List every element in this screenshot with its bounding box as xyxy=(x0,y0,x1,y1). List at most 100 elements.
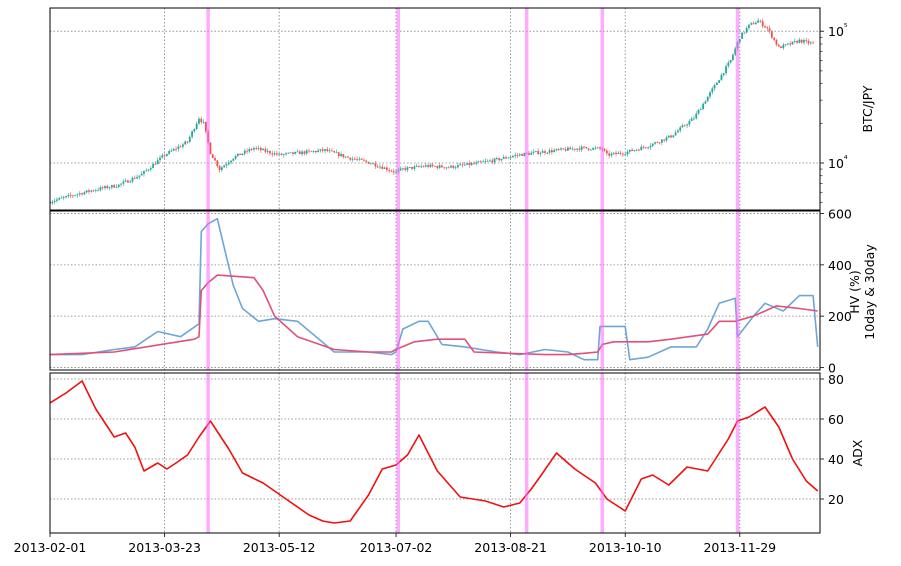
candle-body xyxy=(193,129,196,132)
candle-body xyxy=(734,48,737,55)
candle-body xyxy=(784,44,787,46)
candle-body xyxy=(188,136,191,142)
candle-body xyxy=(667,135,670,138)
candle-body xyxy=(690,118,693,122)
candle-body xyxy=(145,170,148,172)
candle-body xyxy=(477,161,480,163)
candle-body xyxy=(732,54,734,61)
candle-body xyxy=(752,23,755,25)
candle-body xyxy=(803,40,805,43)
adx-frame xyxy=(49,372,821,534)
y-tick-label: 200 xyxy=(828,309,852,324)
candle-body xyxy=(688,121,691,125)
candle-body xyxy=(626,151,629,155)
candle-body xyxy=(791,41,794,45)
candle-body xyxy=(143,171,145,174)
candle-body xyxy=(569,147,572,150)
x-axis: 2013-02-01 2013-03-23 2013-05-12 2013-07-02… xyxy=(14,533,776,555)
candle-body xyxy=(754,22,757,25)
candle-body xyxy=(248,149,251,152)
candle-body xyxy=(546,152,549,154)
candle-body xyxy=(489,160,491,162)
candle-body xyxy=(679,127,682,131)
candle-body xyxy=(438,165,441,168)
candle-body xyxy=(761,21,764,27)
candle-body xyxy=(99,187,102,190)
candle-body xyxy=(140,173,143,176)
candle-body xyxy=(340,154,342,157)
candle-body xyxy=(319,149,322,151)
y-tick-label: 600 xyxy=(828,207,852,222)
candle-body xyxy=(136,176,138,179)
candle-body xyxy=(324,149,326,151)
candle-body xyxy=(275,153,278,155)
candle-body xyxy=(97,189,100,191)
candle-body xyxy=(301,151,303,155)
candle-body xyxy=(60,197,63,199)
candle-body xyxy=(800,39,803,43)
candle-body xyxy=(502,157,505,159)
candle-body xyxy=(223,165,226,168)
candle-body xyxy=(253,148,255,150)
candle-body xyxy=(94,190,97,191)
candle-body xyxy=(51,201,54,204)
candle-body xyxy=(83,192,86,195)
candle-body xyxy=(775,39,778,45)
candle-body xyxy=(468,163,471,166)
candle-body xyxy=(177,146,180,150)
candle-body xyxy=(353,158,356,160)
candle-body xyxy=(161,155,164,158)
candle-body xyxy=(759,20,762,22)
candle-body xyxy=(635,149,638,151)
candle-body xyxy=(571,148,574,150)
candle-body xyxy=(365,160,368,162)
candle-body xyxy=(592,147,595,150)
candle-body xyxy=(789,43,792,45)
candle-body xyxy=(695,113,698,119)
candle-body xyxy=(805,40,808,41)
price-panel: 10⁴ 10⁵ BTC/JPY xyxy=(49,7,875,211)
candle-body xyxy=(553,150,556,153)
candle-body xyxy=(399,168,402,171)
candle-body xyxy=(711,88,714,93)
candle-body xyxy=(585,146,588,149)
candle-body xyxy=(175,148,177,150)
candle-body xyxy=(266,151,269,152)
candle-body xyxy=(745,28,748,33)
candle-body xyxy=(200,118,203,123)
candle-body xyxy=(638,149,640,151)
candle-body xyxy=(367,161,370,164)
candle-body xyxy=(793,41,796,42)
candle-body xyxy=(500,158,503,161)
candle-body xyxy=(743,32,746,34)
candle-body xyxy=(608,153,611,156)
x-tick-label: 2013-03-23 xyxy=(128,540,201,555)
candle-body xyxy=(798,39,801,43)
x-tick-label: 2013-02-01 xyxy=(14,540,87,555)
candle-body xyxy=(475,162,478,164)
candle-body xyxy=(447,167,450,169)
candle-body xyxy=(615,152,617,154)
y-tick-label: 0 xyxy=(828,360,836,375)
candle-body xyxy=(392,171,395,173)
candle-body xyxy=(656,142,659,144)
candle-body xyxy=(445,167,448,169)
y-tick-label: 40 xyxy=(828,452,844,467)
candle-body xyxy=(241,153,244,156)
candle-body xyxy=(484,161,487,162)
candle-body xyxy=(463,164,466,166)
candle-body xyxy=(65,196,67,198)
y-tick-label: 20 xyxy=(828,492,844,507)
candle-body xyxy=(521,154,523,156)
candle-body xyxy=(718,80,721,83)
candle-body xyxy=(610,153,613,156)
candle-body xyxy=(507,157,510,159)
volatility-yticks: 0 200 400 600 xyxy=(820,207,852,375)
candle-body xyxy=(434,165,436,167)
candle-body xyxy=(603,149,606,151)
candle-body xyxy=(642,146,645,148)
candle-body xyxy=(647,147,650,149)
candle-body xyxy=(576,148,578,150)
candle-body xyxy=(809,42,812,44)
candle-body xyxy=(498,158,501,161)
